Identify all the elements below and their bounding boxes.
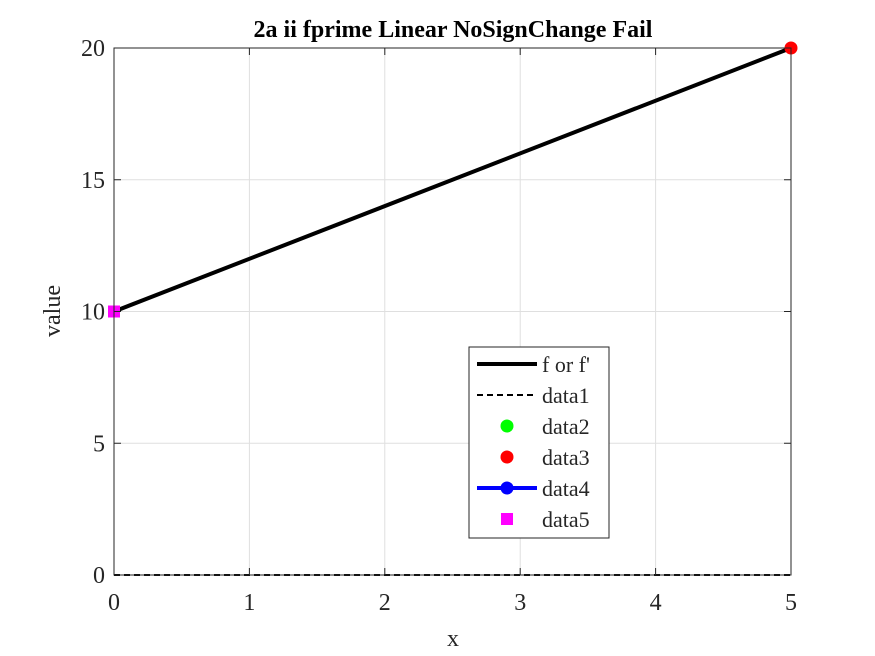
series-line-0 [113, 46, 792, 314]
legend-box [468, 346, 610, 539]
y-tick-label: 20 [81, 36, 105, 62]
legend-label: data3 [542, 445, 590, 470]
legend-swatch [500, 450, 514, 464]
legend-label: data2 [542, 414, 590, 439]
x-tick-label: 2 [379, 590, 391, 616]
legend-label: data4 [542, 476, 590, 501]
legend: f or f' data1 data2 data3 data4 data5 [468, 346, 610, 539]
legend-label: f or f' [542, 352, 590, 377]
axes: 0 1 2 3 4 5 0 5 10 15 20 [81, 36, 797, 616]
legend-label: data5 [542, 507, 590, 532]
legend-label: data1 [542, 383, 590, 408]
x-tick-label: 4 [650, 590, 662, 616]
y-axis-label: value [40, 285, 66, 337]
x-tick-label: 3 [514, 590, 526, 616]
y-tick-label: 10 [81, 300, 105, 326]
x-tick-label: 1 [243, 590, 255, 616]
legend-swatch [500, 419, 514, 433]
y-tick-label: 0 [93, 563, 105, 589]
legend-swatch-marker [500, 481, 514, 495]
x-tick-label: 0 [108, 590, 120, 616]
chart-title: 2a ii fprime Linear NoSignChange Fail [254, 17, 653, 43]
x-axis-label: x [447, 626, 459, 652]
y-tick-label: 15 [81, 168, 105, 194]
x-tick-label: 5 [785, 590, 797, 616]
legend-swatch [501, 513, 513, 525]
y-tick-label: 5 [93, 431, 105, 457]
